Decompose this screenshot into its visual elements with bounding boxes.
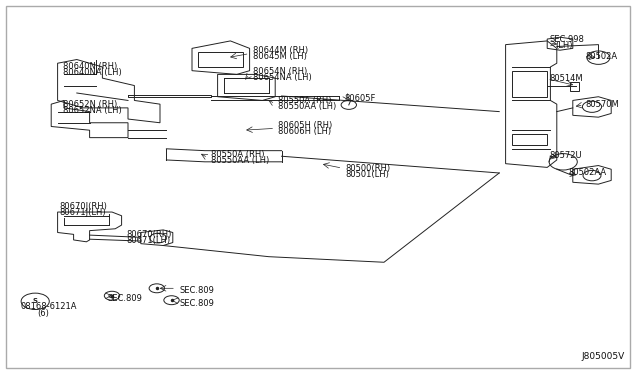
Text: 80606H (LH): 80606H (LH) — [278, 127, 332, 136]
Text: 80550A (RH): 80550A (RH) — [278, 96, 332, 105]
Text: 80605H (RH): 80605H (RH) — [278, 121, 333, 130]
Text: 80652NA (LH): 80652NA (LH) — [63, 106, 122, 115]
Text: 80670(RH): 80670(RH) — [127, 230, 172, 239]
Bar — [512, 134, 547, 145]
Bar — [570, 82, 579, 91]
Text: 80500(RH): 80500(RH) — [346, 164, 391, 173]
Text: 80670J(RH): 80670J(RH) — [59, 202, 107, 211]
Text: 80645M (LH): 80645M (LH) — [253, 52, 307, 61]
Text: 80572U: 80572U — [549, 151, 582, 160]
Text: (6): (6) — [37, 309, 49, 318]
Text: 80652N (RH): 80652N (RH) — [63, 100, 117, 109]
Text: SEC.809: SEC.809 — [179, 299, 214, 308]
Text: 80550A (RH): 80550A (RH) — [211, 150, 265, 159]
Text: 80671J(LH): 80671J(LH) — [59, 208, 106, 217]
Text: 80502A: 80502A — [586, 52, 618, 61]
Text: 80550AA (LH): 80550AA (LH) — [211, 156, 269, 165]
Text: 80671(LH): 80671(LH) — [127, 236, 171, 245]
Text: 80640N (RH): 80640N (RH) — [63, 62, 117, 71]
Text: 80654NA (LH): 80654NA (LH) — [253, 73, 312, 82]
Text: 80605F: 80605F — [344, 94, 376, 103]
Text: J805005V: J805005V — [581, 352, 625, 361]
Text: 80501(LH): 80501(LH) — [346, 170, 390, 179]
Text: (LH): (LH) — [556, 41, 573, 50]
Bar — [512, 71, 547, 97]
Text: 80514M: 80514M — [549, 74, 583, 83]
Text: SEC.809: SEC.809 — [179, 286, 214, 295]
Text: 08168-6121A: 08168-6121A — [20, 302, 77, 311]
Text: S: S — [33, 298, 38, 304]
Text: SEC.809: SEC.809 — [108, 294, 142, 303]
Text: 80550AA (LH): 80550AA (LH) — [278, 102, 337, 111]
Text: 80502AA: 80502AA — [568, 169, 607, 177]
Text: 80640NA (LH): 80640NA (LH) — [63, 68, 122, 77]
Text: 80654N (RH): 80654N (RH) — [253, 67, 307, 76]
Text: SEC.998: SEC.998 — [549, 35, 584, 44]
Text: 80570M: 80570M — [586, 100, 620, 109]
Text: 80644M (RH): 80644M (RH) — [253, 46, 308, 55]
